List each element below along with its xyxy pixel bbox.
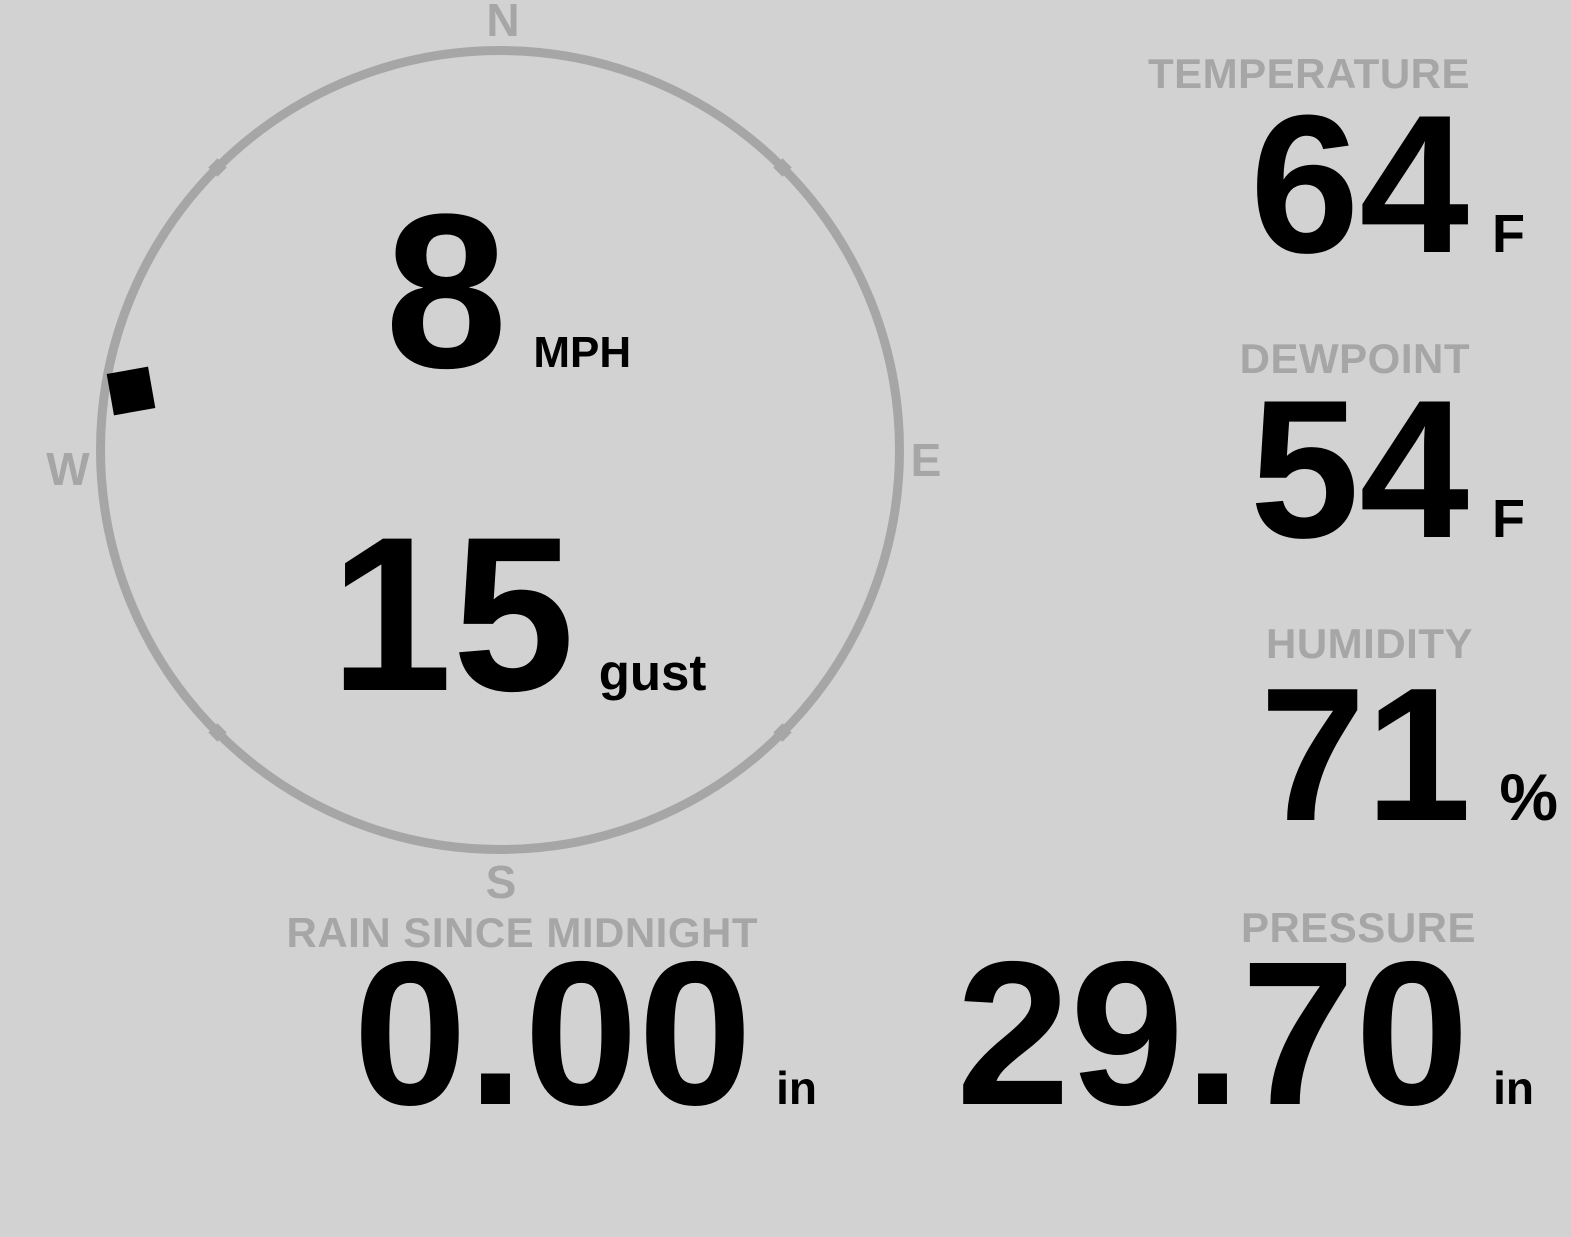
pressure-value: 29.70 xyxy=(956,919,1470,1148)
pressure-unit: in xyxy=(1493,1062,1534,1114)
temperature-value: 64 xyxy=(1249,74,1469,294)
wind-gust-value: 15 xyxy=(330,491,575,737)
compass-east-label: E xyxy=(910,434,942,486)
dewpoint-label: DEWPOINT xyxy=(1239,335,1470,382)
wind-gust-unit: gust xyxy=(598,644,707,701)
humidity-readout: 71 % xyxy=(1260,660,1558,850)
rain-readout: 0.00 in xyxy=(353,931,817,1136)
humidity-unit: % xyxy=(1499,760,1558,834)
compass-circle xyxy=(96,46,904,854)
dewpoint-readout: 54 F xyxy=(1250,371,1525,568)
compass-south-label: S xyxy=(485,856,517,908)
pressure-readout: 29.70 in xyxy=(956,931,1534,1136)
temperature-readout: 64 F xyxy=(1250,86,1525,283)
wind-speed-unit: MPH xyxy=(533,328,632,377)
temperature-unit: F xyxy=(1492,204,1525,264)
rain-label: RAIN SINCE MIDNIGHT xyxy=(286,909,758,956)
wind-speed-readout: 8 MPH xyxy=(385,181,631,401)
temperature-label: TEMPERATURE xyxy=(1147,50,1470,97)
compass-north-label: N xyxy=(486,0,520,46)
humidity-value: 71 xyxy=(1259,649,1472,861)
rain-unit: in xyxy=(776,1062,817,1114)
wind-gust-readout: 15 gust xyxy=(330,504,706,724)
wind-direction-marker xyxy=(106,367,155,416)
rain-value: 0.00 xyxy=(353,919,753,1148)
pressure-label: PRESSURE xyxy=(1240,904,1476,951)
humidity-label: HUMIDITY xyxy=(1266,620,1473,667)
dewpoint-value: 54 xyxy=(1249,359,1469,579)
dewpoint-unit: F xyxy=(1492,489,1525,549)
wind-speed-value: 8 xyxy=(385,168,508,414)
compass-west-label: W xyxy=(46,443,90,495)
